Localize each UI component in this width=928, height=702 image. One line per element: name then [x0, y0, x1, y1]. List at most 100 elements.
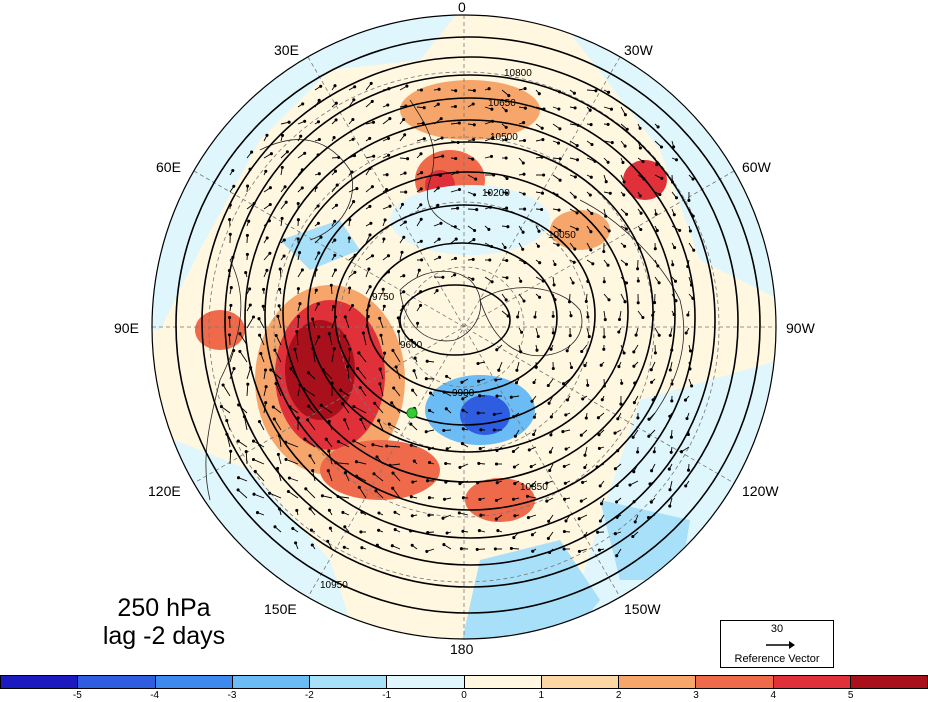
wind-vector-head	[557, 208, 561, 212]
wind-vector-head	[261, 304, 265, 308]
wind-vector-head	[545, 499, 549, 503]
wind-vector-head	[636, 279, 640, 283]
wind-vector-head	[252, 201, 256, 206]
wind-vector-head	[390, 401, 394, 405]
wind-vector-head	[371, 443, 375, 447]
wind-vector-head	[534, 365, 538, 369]
wind-vector-head	[277, 304, 281, 308]
wind-vector-head	[461, 496, 465, 500]
lon-label-30w: 30W	[624, 42, 654, 58]
wind-vector-head	[343, 418, 347, 422]
wind-vector-head	[488, 205, 493, 209]
wind-vector-head	[367, 267, 371, 271]
wind-vector-head	[298, 302, 302, 306]
wind-vector-head	[491, 136, 495, 140]
lon-label-120e: 120E	[148, 483, 181, 499]
wind-vector-head	[674, 158, 679, 162]
wind-vector-head	[295, 329, 299, 334]
wind-vector-head	[371, 120, 376, 124]
wind-vector	[373, 473, 384, 482]
wind-vector-head	[511, 449, 515, 454]
wind-vector-head	[294, 541, 298, 545]
wind-vector-head	[525, 494, 530, 498]
wind-vector-head	[368, 204, 372, 208]
wind-vector-head	[659, 145, 664, 149]
wind-vector-head	[352, 439, 356, 443]
wind-vector-head	[656, 264, 660, 268]
wind-vector-head	[579, 433, 583, 437]
wind-vector-head	[631, 534, 635, 539]
wind-vector-head	[403, 171, 407, 175]
wind-vector-head	[267, 219, 271, 223]
wind-vector-head	[549, 347, 553, 351]
wind-vector-head	[231, 255, 235, 259]
wind-vector-head	[548, 450, 552, 454]
wind-vector-head	[655, 229, 659, 233]
contour-label: 10650	[488, 98, 516, 109]
wind-vector-head	[519, 350, 523, 354]
wind-vector-head	[522, 299, 526, 303]
wind-vector-head	[530, 399, 534, 403]
lon-label-60w: 60W	[742, 159, 772, 175]
wind-vector-head	[441, 516, 445, 520]
wind-vector-head	[557, 107, 561, 111]
wind-vector-head	[672, 145, 676, 149]
wind-vector-head	[590, 142, 594, 147]
wind-vector-head	[441, 275, 445, 279]
wind-vector-head	[490, 119, 495, 123]
wind-vector-head	[382, 304, 386, 308]
wind-vector-head	[532, 432, 536, 437]
wind-vector-head	[276, 452, 280, 456]
wind-vector-head	[583, 534, 587, 538]
wind-vector-head	[422, 106, 426, 110]
wind-vector-head	[402, 117, 406, 122]
map-border	[151, 14, 777, 640]
wind-vector-head	[419, 88, 423, 92]
wind-vector-head	[388, 204, 392, 208]
wind-vector	[328, 333, 333, 346]
wind-vector-head	[437, 237, 441, 241]
wind-vector-head	[475, 547, 479, 551]
wind-vector-head	[303, 437, 307, 441]
wind-vector	[340, 389, 350, 397]
wind-vector-head	[455, 170, 460, 174]
wind-vector-head	[351, 117, 355, 122]
wind-vector-head	[586, 279, 590, 283]
wind-vector-head	[616, 417, 620, 421]
wind-vector-head	[472, 123, 476, 127]
wind-vector-head	[471, 157, 475, 161]
wind-vector-head	[246, 382, 250, 386]
wind-vector-head	[599, 363, 603, 367]
wind-vector-head	[512, 465, 516, 469]
wind-vector-head	[503, 245, 507, 250]
wind-vector-head	[402, 290, 406, 294]
wind-vector-head	[332, 136, 336, 140]
wind-vector	[362, 332, 367, 346]
wind-vector	[238, 440, 248, 448]
wind-vector-head	[453, 256, 458, 260]
wind-vector-head	[478, 497, 482, 501]
wind-vector-head	[442, 543, 446, 547]
wind-vector-head	[575, 211, 579, 215]
wind-vector-head	[479, 428, 483, 432]
wind-vector-head	[651, 313, 655, 317]
wind-vector	[279, 435, 282, 448]
wind-vector-head	[320, 494, 324, 498]
wind-vector-head	[385, 173, 389, 177]
wind-vector-head	[504, 125, 508, 129]
wind-vector-head	[515, 368, 519, 372]
wind-vector-head	[306, 418, 310, 422]
wind-vector	[237, 489, 248, 499]
wind-vector-head	[236, 439, 240, 443]
wind-vector-head	[300, 186, 304, 190]
wind-vector-head	[334, 461, 338, 465]
wind-vector-head	[334, 101, 338, 105]
wind-vector-head	[505, 191, 509, 195]
colorbar-tick-label: 3	[693, 690, 699, 701]
contour-labels: 9600 9750 9900 10050 10200 10350 10500 1…	[320, 68, 576, 591]
wind-vector	[221, 406, 231, 414]
wind-vector-head	[273, 348, 277, 352]
wind-vector-head	[504, 156, 508, 160]
wind-vector	[309, 455, 316, 465]
